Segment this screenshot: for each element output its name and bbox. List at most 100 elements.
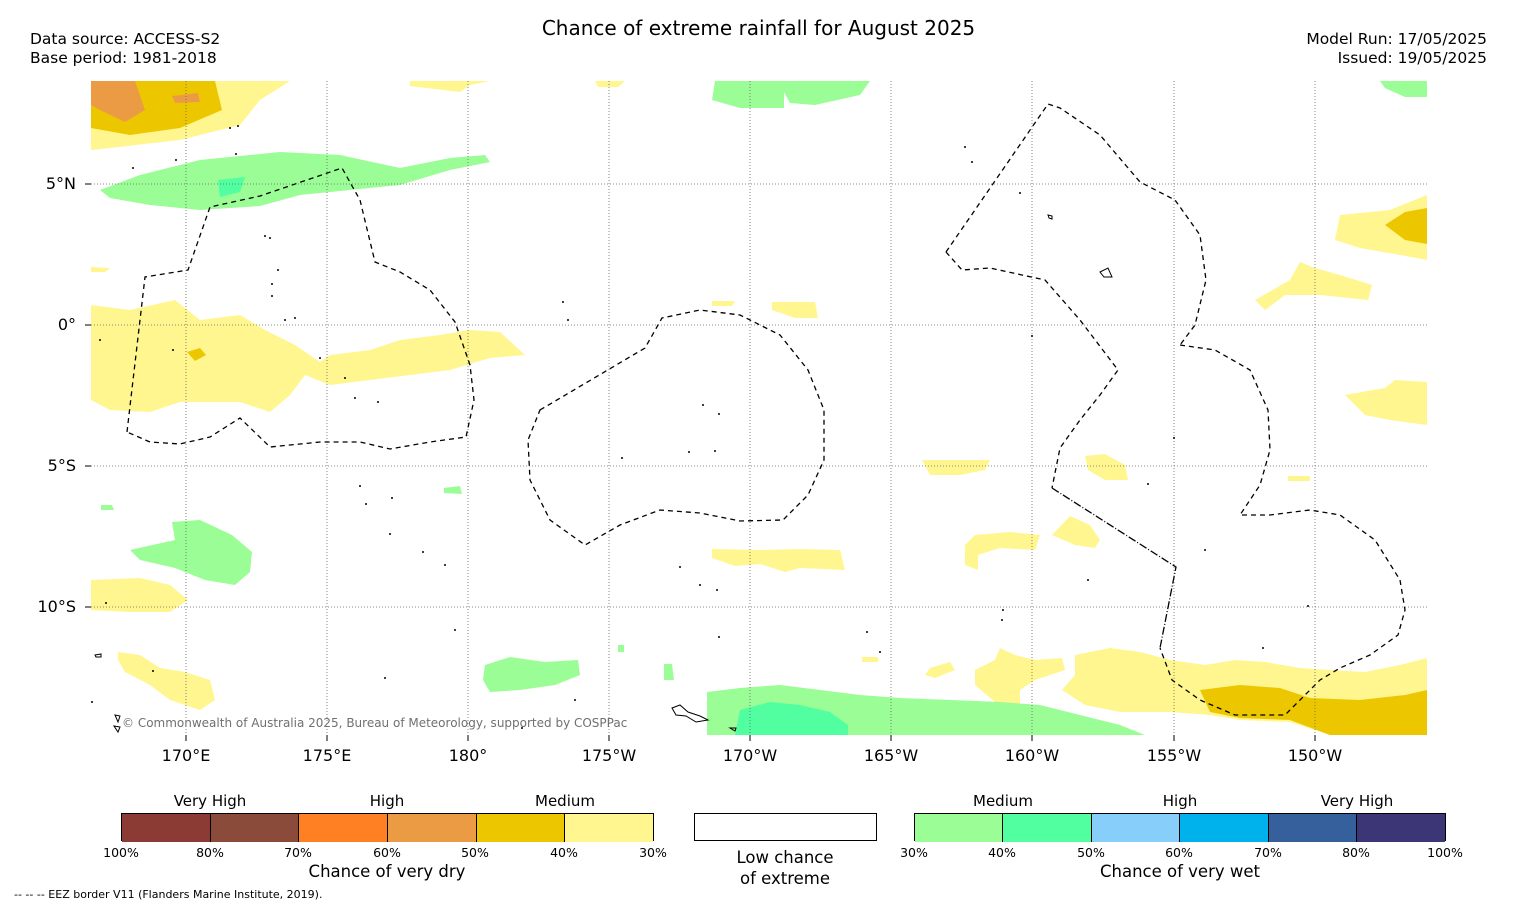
wet-tick: 40% <box>988 845 1016 860</box>
low-legend-title-1: Low chance <box>736 848 834 867</box>
dry-tick: 40% <box>550 845 578 860</box>
dry-region <box>1200 685 1427 735</box>
dry-region <box>1385 208 1427 244</box>
wet-tick: 30% <box>900 845 928 860</box>
model-run: Model Run: 17/05/2025 <box>1306 30 1487 48</box>
wet-region <box>444 486 462 494</box>
dry-region <box>1335 195 1427 260</box>
island-dots <box>91 125 1309 729</box>
lat-label: 0° <box>57 315 76 334</box>
lon-label: 150°W <box>1287 746 1343 765</box>
lon-label: 170°E <box>161 746 211 765</box>
lon-label: 170°W <box>722 746 778 765</box>
map-title: Chance of extreme rainfall for August 20… <box>541 16 976 40</box>
dry-legend-title: Chance of very dry <box>308 862 466 881</box>
legend-group-label: Medium <box>535 792 595 810</box>
lat-label: 10°S <box>37 597 76 616</box>
low-legend-title-2: of extreme <box>739 869 831 888</box>
dry-tick: 60% <box>373 845 401 860</box>
wet-tick: 100% <box>1427 845 1463 860</box>
wet-region <box>218 177 245 197</box>
copyright-notice: © Commonwealth of Australia 2025, Bureau… <box>122 716 628 730</box>
dry-region <box>91 267 110 272</box>
dry-swatch <box>477 814 565 842</box>
lon-label: 155°W <box>1146 746 1202 765</box>
wet-region <box>1380 81 1427 97</box>
dry-region <box>91 300 525 412</box>
lon-label: 165°W <box>863 746 919 765</box>
wet-region <box>101 505 114 510</box>
lon-label: 160°W <box>1004 746 1060 765</box>
island-outlines <box>94 214 1113 734</box>
issued-date: Issued: 19/05/2025 <box>1337 49 1487 67</box>
legend-group-label: Very High <box>1320 792 1394 810</box>
dry-region <box>118 652 215 710</box>
dry-tick: 50% <box>461 845 489 860</box>
legend-group-label: High <box>369 792 405 810</box>
dry-region <box>712 301 735 306</box>
dry-region <box>925 662 955 678</box>
wet-swatch <box>1092 814 1180 842</box>
wet-colorbar <box>914 813 1446 842</box>
wet-region <box>664 664 674 680</box>
wet-tick: 70% <box>1254 845 1282 860</box>
dry-region <box>91 81 145 122</box>
legend-group-label: High <box>1162 792 1198 810</box>
wet-legend-title: Chance of very wet <box>1100 862 1260 881</box>
wet-swatch <box>915 814 1003 842</box>
wet-tick: 60% <box>1165 845 1193 860</box>
dry-region <box>410 81 490 92</box>
dry-region <box>712 549 845 572</box>
dry-tick: 70% <box>284 845 312 860</box>
wet-swatch <box>1003 814 1092 842</box>
dry-swatch <box>388 814 477 842</box>
axis-ticks <box>85 183 1316 741</box>
dry-swatch <box>122 814 211 842</box>
dry-swatch <box>565 814 653 842</box>
legend-group-label: Medium <box>973 792 1033 810</box>
wet-region <box>735 702 848 735</box>
lat-label: 5°N <box>45 174 76 193</box>
wet-region <box>130 520 252 585</box>
wet-swatch <box>1180 814 1269 842</box>
wet-swatch <box>1357 814 1445 842</box>
wet-region <box>100 152 490 210</box>
low-chance-swatch <box>694 813 877 841</box>
dry-tick: 80% <box>196 845 224 860</box>
rainfall-map <box>85 81 1427 741</box>
dry-tick: 30% <box>639 845 667 860</box>
data-info: Data source: ACCESS-S2 Base period: 1981… <box>30 30 220 68</box>
dry-tick: 100% <box>103 845 139 860</box>
wet-region <box>618 645 624 652</box>
dry-region <box>1085 454 1128 480</box>
grid-lines <box>91 81 1427 735</box>
wet-swatch <box>1269 814 1357 842</box>
dry-region <box>187 348 206 361</box>
rainfall-regions <box>91 81 1427 735</box>
dry-region <box>862 657 878 662</box>
dry-swatch <box>299 814 388 842</box>
data-source: Data source: ACCESS-S2 <box>30 30 221 48</box>
dry-region <box>772 302 818 318</box>
dry-region <box>1052 516 1100 548</box>
dry-region <box>1288 476 1310 481</box>
dry-swatch <box>211 814 299 842</box>
eez-footnote: -- -- -- EEZ border V11 (Flanders Marine… <box>14 888 323 901</box>
lat-label: 5°S <box>47 456 76 475</box>
dry-region <box>595 81 625 87</box>
dry-region <box>1255 262 1372 310</box>
run-info: Model Run: 17/05/2025 Issued: 19/05/2025 <box>1306 30 1487 68</box>
dry-colorbar <box>121 813 654 842</box>
dry-region <box>975 648 1065 705</box>
wet-tick: 50% <box>1077 845 1105 860</box>
dry-region <box>965 532 1040 570</box>
dry-region <box>922 460 990 475</box>
legend-group-label: Very High <box>173 792 247 810</box>
dry-region <box>91 578 188 612</box>
lon-label: 175°E <box>302 746 352 765</box>
wet-tick: 80% <box>1342 845 1370 860</box>
dry-region <box>172 93 200 103</box>
dry-region <box>1345 380 1427 425</box>
wet-region <box>712 81 870 108</box>
base-period: Base period: 1981-2018 <box>30 49 217 67</box>
